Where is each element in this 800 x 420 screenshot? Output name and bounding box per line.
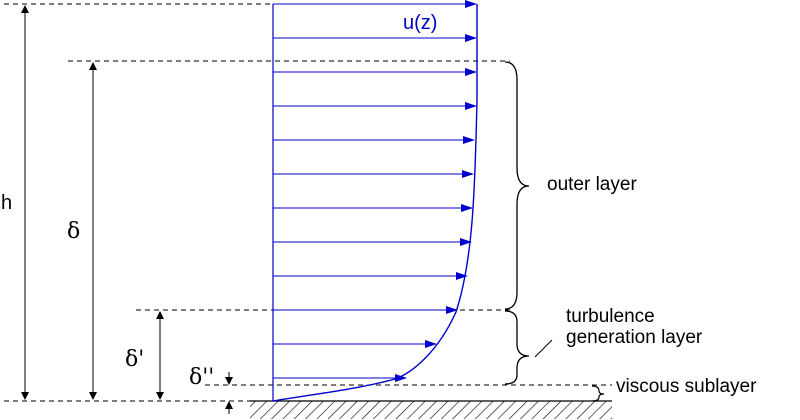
delta-prime-label: δ' [125, 347, 144, 372]
ground-hatch [250, 401, 612, 419]
delta-label: δ [67, 219, 80, 244]
viscous-sublayer-brace [591, 385, 605, 402]
velocity-arrows [273, 0, 477, 382]
delta-double-prime-label: δ'' [189, 365, 214, 390]
turbulence-pointer-line [534, 339, 553, 358]
outer-layer-brace [504, 61, 530, 310]
outer-layer-label: outer layer [547, 174, 637, 195]
velocity-label: u(z) [403, 12, 437, 34]
height-label: h [1, 192, 12, 214]
turbulence-label-line2: generation layer [566, 327, 703, 348]
viscous-sublayer-label: viscous sublayer [616, 376, 757, 397]
turbulence-label-line1: turbulence [566, 306, 655, 327]
turbulence-layer-brace [504, 310, 530, 385]
velocity-profile-curve [272, 4, 478, 402]
